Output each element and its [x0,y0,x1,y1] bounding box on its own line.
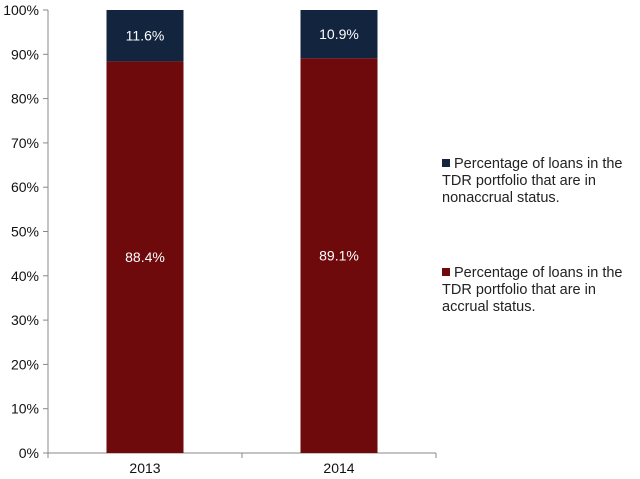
bar-segment-2014-accrual [300,58,378,454]
bar-segment-2013-accrual [106,61,184,453]
x-tick-label: 2013 [129,460,160,476]
x-tick-label: 2014 [323,460,354,476]
data-label: 11.6% [126,28,165,44]
legend-label-accrual: Percentage of loans in the TDR portfolio… [442,265,623,315]
legend-swatch-accrual [442,268,450,276]
data-label: 10.9% [319,26,359,42]
y-tick-label: 60% [11,179,39,195]
legend-item-nonaccrual: Percentage of loans in the TDR portfolio… [442,156,640,207]
y-tick-label: 10% [11,401,39,417]
legend-item-accrual: Percentage of loans in the TDR portfolio… [442,265,640,316]
data-label: 89.1% [319,248,359,264]
legend-swatch-nonaccrual [442,159,450,167]
y-tick-label: 90% [11,46,39,62]
bar-segment-2014-nonaccrual [300,10,378,59]
y-tick-label: 80% [11,91,39,107]
y-tick-label: 50% [11,224,39,240]
legend-label-nonaccrual: Percentage of loans in the TDR portfolio… [442,156,623,206]
data-label: 88.4% [125,249,165,265]
y-tick-label: 100% [3,2,39,18]
y-tick-label: 20% [11,356,39,372]
bar-segment-2013-nonaccrual [106,10,184,62]
y-tick-label: 30% [11,312,39,328]
y-tick-label: 40% [11,268,39,284]
y-tick-label: 70% [11,135,39,151]
y-tick-label: 0% [19,445,39,461]
